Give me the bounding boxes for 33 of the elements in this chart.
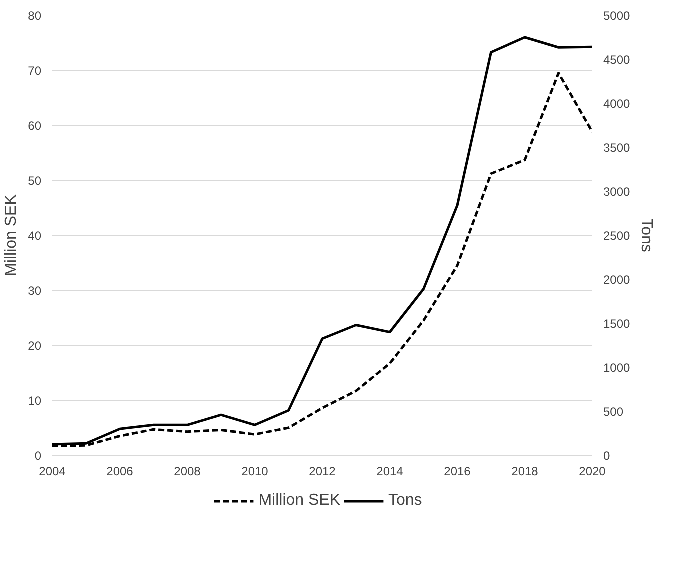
legend-label: Tons [388,492,422,510]
y2-tick-label: 3000 [604,185,631,199]
y2-tick-label: 3500 [604,141,631,155]
y-tick-label: 30 [28,284,42,298]
y2-tick-label: 4000 [604,97,631,111]
y2-tick-label: 2500 [604,229,631,243]
x-tick-label: 2008 [174,464,202,478]
y-tick-label: 0 [34,449,42,463]
x-tick-label: 2006 [106,464,134,478]
x-tick-label: 2018 [512,464,539,478]
y-axis-title: Million SEK [3,194,20,276]
y2-axis-title: Tons [638,218,656,252]
y-tick-label: 50 [28,174,42,188]
y-tick-label: 10 [28,394,42,408]
legend-label: Million SEK [258,492,341,510]
y-tick-label: 80 [28,9,42,23]
x-tick-label: 2016 [444,464,472,478]
y2-tick-label: 2000 [604,273,631,287]
x-tick-label: 2012 [309,464,336,478]
y-tick-label: 40 [28,229,42,243]
x-tick-label: 2004 [39,464,66,478]
x-tick-label: 2020 [579,464,606,478]
y2-tick-label: 1500 [604,317,631,331]
y-tick-label: 60 [28,119,42,133]
y2-tick-label: 1000 [604,361,631,375]
y-tick-label: 20 [28,339,42,353]
y-tick-label: 70 [28,64,42,78]
y2-tick-label: 4500 [604,53,631,67]
y2-tick-label: 500 [604,405,624,419]
x-tick-label: 2010 [242,464,269,478]
y2-tick-label: 5000 [604,9,631,23]
y2-tick-label: 0 [604,449,610,463]
x-tick-label: 2014 [376,464,404,478]
